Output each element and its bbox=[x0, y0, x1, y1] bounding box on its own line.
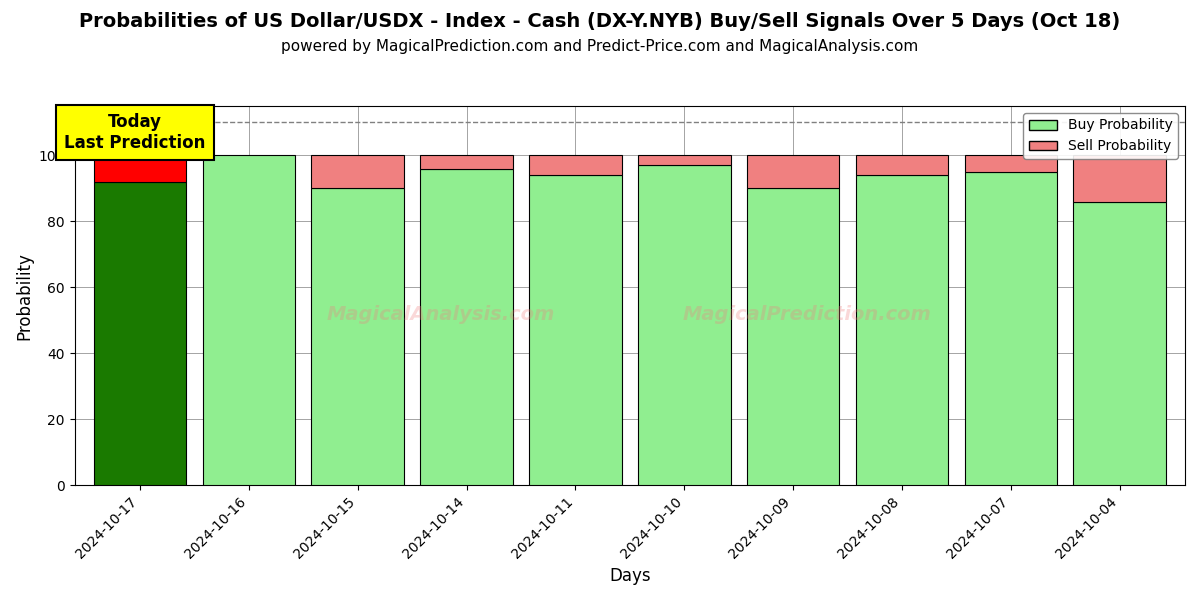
Bar bbox=[965, 155, 1057, 172]
Bar bbox=[94, 155, 186, 182]
Bar bbox=[638, 166, 731, 485]
Bar bbox=[203, 155, 295, 485]
Y-axis label: Probability: Probability bbox=[16, 251, 34, 340]
Bar bbox=[529, 175, 622, 485]
Bar bbox=[312, 155, 404, 188]
Bar bbox=[746, 155, 839, 188]
Bar bbox=[965, 172, 1057, 485]
Text: powered by MagicalPrediction.com and Predict-Price.com and MagicalAnalysis.com: powered by MagicalPrediction.com and Pre… bbox=[281, 39, 919, 54]
Bar bbox=[856, 175, 948, 485]
Legend: Buy Probability, Sell Probability: Buy Probability, Sell Probability bbox=[1024, 113, 1178, 159]
Bar bbox=[312, 188, 404, 485]
Bar bbox=[1074, 155, 1166, 202]
Bar bbox=[746, 188, 839, 485]
Bar bbox=[529, 155, 622, 175]
Bar bbox=[94, 182, 186, 485]
X-axis label: Days: Days bbox=[610, 567, 650, 585]
Text: MagicalAnalysis.com: MagicalAnalysis.com bbox=[326, 305, 556, 324]
Text: Today
Last Prediction: Today Last Prediction bbox=[64, 113, 205, 152]
Bar bbox=[420, 155, 512, 169]
Bar bbox=[856, 155, 948, 175]
Bar bbox=[638, 155, 731, 166]
Text: Probabilities of US Dollar/USDX - Index - Cash (DX-Y.NYB) Buy/Sell Signals Over : Probabilities of US Dollar/USDX - Index … bbox=[79, 12, 1121, 31]
Text: MagicalPrediction.com: MagicalPrediction.com bbox=[683, 305, 932, 324]
Bar bbox=[1074, 202, 1166, 485]
Bar bbox=[420, 169, 512, 485]
